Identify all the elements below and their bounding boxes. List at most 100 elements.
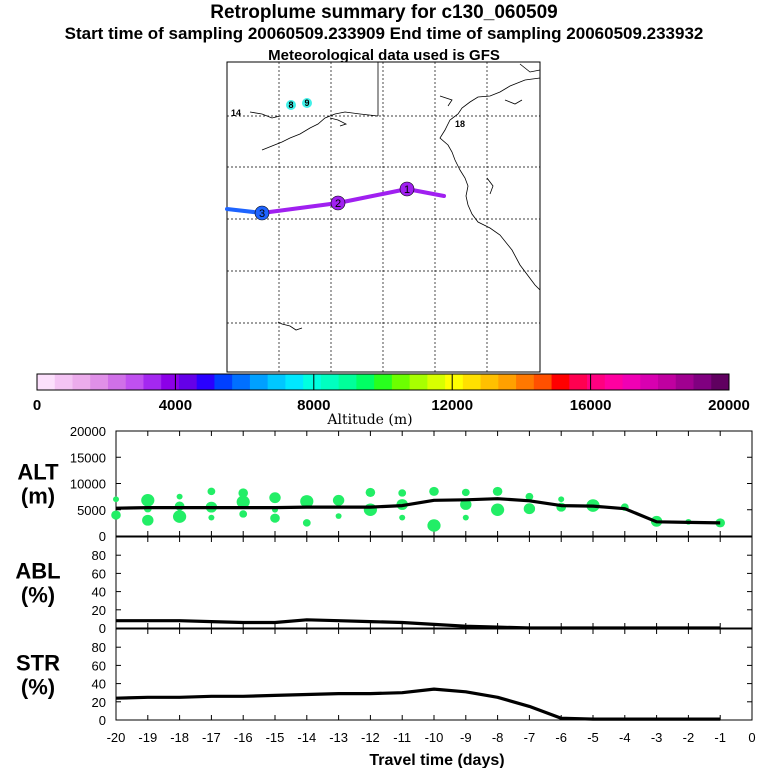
series-line bbox=[115, 497, 721, 525]
x-tick-label: -12 bbox=[361, 730, 380, 745]
colorbar-swatch bbox=[107, 374, 127, 390]
colorbar-title: Altitude (m) bbox=[326, 412, 412, 428]
x-tick-label: -10 bbox=[425, 730, 444, 745]
x-tick-label: -3 bbox=[651, 730, 663, 745]
y-tick-label: 0 bbox=[99, 713, 106, 728]
altitude-point bbox=[523, 503, 536, 515]
y-tick-label: 80 bbox=[92, 548, 106, 563]
colorbar-swatch bbox=[54, 374, 73, 390]
panel-frame bbox=[115, 628, 753, 721]
altitude-point bbox=[462, 514, 469, 521]
trajectory-point bbox=[254, 205, 270, 221]
altitude-point bbox=[111, 510, 121, 520]
colorbar-swatch bbox=[711, 374, 730, 390]
colorbar-tick-label: 20000 bbox=[708, 397, 750, 414]
altitude-point bbox=[236, 495, 250, 509]
y-tick-label: 5000 bbox=[77, 503, 106, 518]
x-tick-label: -1 bbox=[714, 730, 726, 745]
colorbar-swatch bbox=[232, 374, 251, 390]
x-tick-label: -13 bbox=[329, 730, 348, 745]
altitude-point bbox=[491, 503, 505, 517]
x-tick-label: -9 bbox=[460, 730, 472, 745]
y-axis-label: ALT bbox=[17, 460, 59, 485]
altitude-point bbox=[300, 495, 314, 508]
y-axis-label: ABL bbox=[15, 559, 60, 584]
series-line bbox=[115, 687, 721, 721]
altitude-point bbox=[269, 492, 281, 504]
altitude-point bbox=[239, 510, 248, 518]
time-series-panels: 20000150001000050000ALT(m)806040200ABL(%… bbox=[15, 424, 755, 768]
colorbar-swatch bbox=[267, 374, 286, 390]
altitude-point bbox=[525, 492, 534, 501]
trajectory-label: 1 bbox=[404, 184, 410, 196]
colorbar-swatch bbox=[338, 374, 357, 390]
colorbar-swatch bbox=[622, 374, 641, 390]
colorbar-swatch bbox=[303, 374, 322, 390]
colorbar-swatch bbox=[214, 374, 233, 390]
colorbar-swatch bbox=[445, 374, 464, 390]
colorbar-swatch bbox=[480, 374, 499, 390]
x-tick-label: -16 bbox=[234, 730, 253, 745]
coastlines bbox=[249, 62, 541, 331]
colorbar-swatch bbox=[356, 374, 375, 390]
colorbar-tick-label: 12000 bbox=[431, 397, 473, 414]
altitude-point bbox=[208, 514, 215, 521]
colorbar-swatch bbox=[143, 374, 162, 390]
altitude-point bbox=[270, 513, 280, 523]
x-tick-label: -5 bbox=[587, 730, 599, 745]
colorbar: 0 4000 8000 12000 16000 20000 Altitude (m) bbox=[33, 373, 750, 428]
trajectory-label: 2 bbox=[335, 198, 341, 210]
y-tick-label: 0 bbox=[99, 529, 106, 544]
altitude-point bbox=[492, 486, 503, 496]
trajectory-label: 3 bbox=[259, 208, 265, 220]
altitude-point bbox=[429, 486, 439, 496]
colorbar-swatch bbox=[675, 374, 695, 390]
map-markers: 14 8 9 18 bbox=[231, 98, 465, 129]
y-axis-label: (%) bbox=[21, 675, 55, 700]
trajectory-segment bbox=[336, 187, 409, 205]
colorbar-swatch bbox=[569, 374, 588, 390]
colorbar-frame bbox=[36, 373, 730, 391]
colorbar-swatch bbox=[587, 374, 606, 390]
y-axis-label: (m) bbox=[21, 484, 55, 509]
x-tick-label: -14 bbox=[297, 730, 316, 745]
map-marker-label: 8 bbox=[288, 100, 293, 110]
colorbar-swatch bbox=[551, 374, 570, 390]
colorbar-swatch bbox=[285, 374, 304, 390]
altitude-point bbox=[238, 488, 248, 498]
x-tick-label: -6 bbox=[555, 730, 567, 745]
colorbar-swatch bbox=[72, 374, 91, 390]
map-marker bbox=[302, 98, 312, 108]
colorbar-swatch bbox=[658, 374, 677, 390]
x-tick-label: -17 bbox=[202, 730, 221, 745]
colorbar-tick-label: 0 bbox=[33, 397, 41, 414]
x-tick-label: -18 bbox=[170, 730, 189, 745]
colorbar-swatch bbox=[37, 374, 56, 390]
colorbar-swatch bbox=[693, 374, 712, 390]
colorbar-swatch bbox=[125, 374, 144, 390]
colorbar-swatch bbox=[409, 374, 428, 390]
colorbar-swatch bbox=[320, 374, 340, 390]
x-tick-label: -19 bbox=[138, 730, 157, 745]
x-tick-label: -8 bbox=[492, 730, 504, 745]
colorbar-swatch bbox=[462, 374, 482, 390]
series-line bbox=[116, 618, 721, 630]
x-tick-label: -11 bbox=[393, 730, 411, 745]
y-tick-label: 20 bbox=[92, 603, 106, 618]
colorbar-swatch bbox=[427, 374, 446, 390]
x-tick-label: -20 bbox=[107, 730, 126, 745]
colorbar-swatch bbox=[533, 374, 553, 390]
y-tick-label: 80 bbox=[92, 640, 106, 655]
panel-alt: 20000 15000 10000 5000 0 ALT(m) bbox=[17, 424, 753, 544]
altitude-point bbox=[176, 493, 183, 500]
y-tick-label: 20 bbox=[92, 695, 106, 710]
colorbar-swatch bbox=[640, 374, 659, 390]
altitude-point bbox=[173, 510, 187, 523]
y-axis-label: STR bbox=[16, 651, 60, 676]
trajectory-point bbox=[330, 195, 346, 211]
y-tick-label: 60 bbox=[92, 658, 106, 673]
colorbar-swatch bbox=[178, 374, 198, 390]
map-marker-label: 14 bbox=[231, 108, 241, 118]
